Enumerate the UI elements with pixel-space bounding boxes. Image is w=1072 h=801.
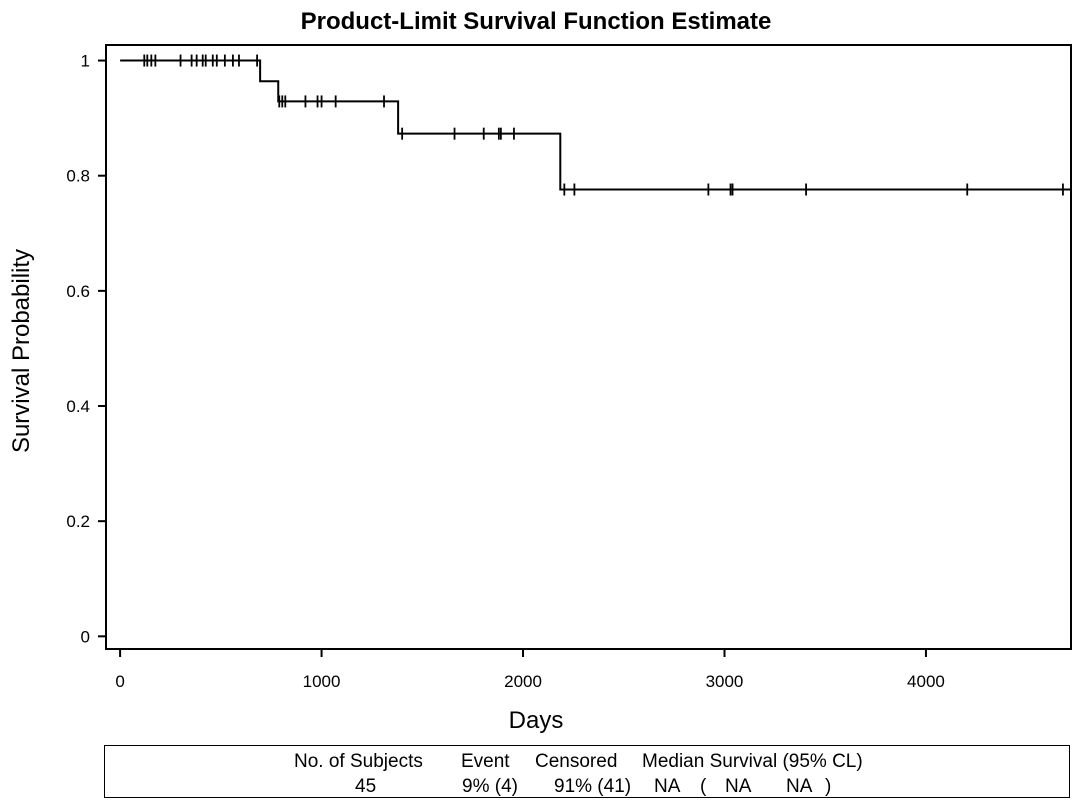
value-ci-lower: NA (725, 776, 752, 797)
header-subjects: No. of Subjects (294, 751, 423, 772)
y-tick-label: 0 (81, 627, 90, 646)
x-tick-label: 1000 (303, 672, 341, 691)
x-axis: 0 1000 2000 3000 4000 (115, 649, 945, 691)
x-tick-label: 4000 (907, 672, 945, 691)
header-event: Event (461, 751, 510, 772)
ci-open-paren: ( (700, 776, 707, 797)
y-tick-label: 0.8 (66, 167, 90, 186)
value-ci-upper: NA (786, 776, 813, 797)
y-tick-label: 0.2 (66, 512, 90, 531)
y-axis-label: Survival Probability (8, 248, 35, 454)
value-median: NA (654, 776, 681, 797)
value-subjects: 45 (355, 776, 377, 797)
x-tick-label: 2000 (504, 672, 542, 691)
plot-frame (105, 44, 1072, 650)
y-tick-label: 1 (81, 52, 90, 71)
x-axis-label: Days (508, 707, 564, 734)
chart-title: Product-Limit Survival Function Estimate (300, 8, 772, 35)
y-axis: 0 0.2 0.4 0.6 0.8 1 (66, 52, 106, 646)
survival-curve (120, 59, 1071, 191)
summary-table: No. of Subjects Event Censored Median Su… (104, 745, 1070, 798)
header-censored: Censored (535, 751, 618, 772)
censor-marks (143, 54, 1064, 196)
x-tick-label: 3000 (706, 672, 744, 691)
y-tick-label: 0.6 (66, 282, 90, 301)
y-tick-label: 0.4 (66, 397, 90, 416)
value-event: 9% (4) (462, 776, 518, 797)
ci-close-paren: ) (825, 776, 832, 797)
header-median: Median Survival (95% CL) (642, 751, 863, 772)
x-tick-label: 0 (115, 672, 124, 691)
survival-plot: 0 0.2 0.4 0.6 0.8 1 0 1000 2000 3000 4000 (66, 44, 1072, 691)
value-censored: 91% (41) (554, 776, 632, 797)
